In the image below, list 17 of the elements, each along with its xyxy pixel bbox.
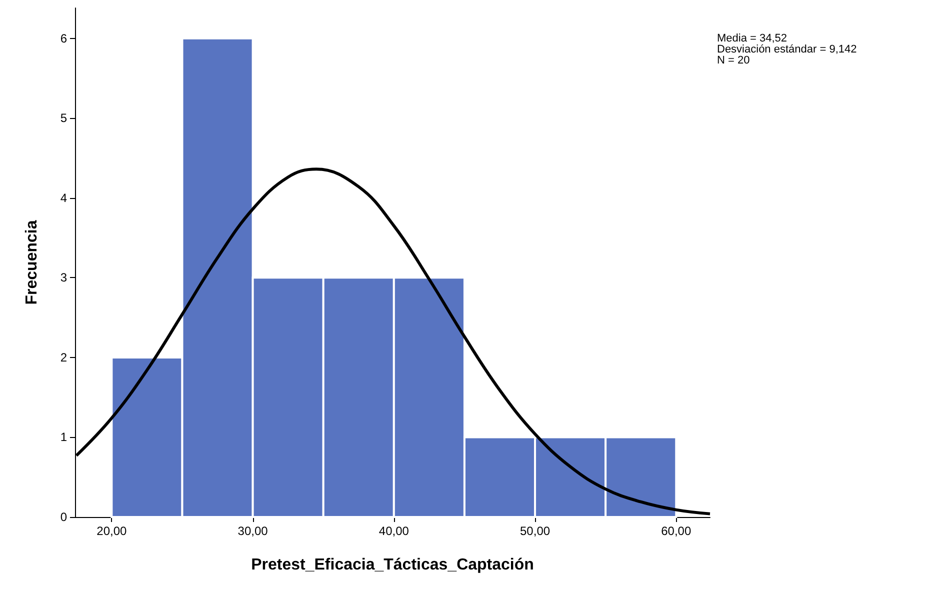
x-tick-label: 40,00 <box>378 524 410 538</box>
y-tick-label: 3 <box>60 270 68 285</box>
text: Desviación estándar = 9,142 <box>717 44 857 56</box>
x-tick-label: 60,00 <box>661 524 692 538</box>
y-tick-label: 4 <box>60 190 68 205</box>
x-tick-label: 20,00 <box>96 524 128 538</box>
y-tick-label: 6 <box>60 31 68 46</box>
y-tick-label: 5 <box>60 111 68 126</box>
y-tick-label: 1 <box>60 430 68 444</box>
x-tick-label: 30,00 <box>238 524 268 538</box>
text: Media = 34,52 <box>717 32 788 44</box>
x-axis-title: Pretest_Eficacia_Tácticas_Captación <box>251 556 534 574</box>
y-tick-label: 2 <box>60 350 68 364</box>
x-tick-label: 50,00 <box>520 524 550 538</box>
y-axis-title: Frecuencia <box>24 220 40 305</box>
y-tick-label: 0 <box>60 510 68 524</box>
text: N = 20 <box>717 54 750 66</box>
